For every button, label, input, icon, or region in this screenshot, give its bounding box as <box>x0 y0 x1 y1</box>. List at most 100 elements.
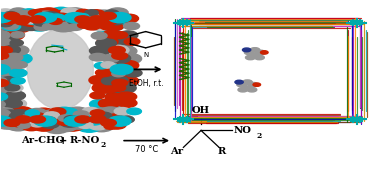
Circle shape <box>30 120 45 127</box>
Text: 2: 2 <box>257 131 262 140</box>
Circle shape <box>109 53 131 63</box>
Circle shape <box>16 115 33 123</box>
Circle shape <box>245 55 255 60</box>
Circle shape <box>2 22 21 31</box>
Circle shape <box>51 21 76 32</box>
Circle shape <box>82 13 99 21</box>
Circle shape <box>73 16 92 25</box>
Circle shape <box>112 15 132 24</box>
Circle shape <box>7 19 29 29</box>
Circle shape <box>21 16 39 24</box>
Circle shape <box>4 12 20 19</box>
Text: R-NO: R-NO <box>69 136 99 145</box>
Circle shape <box>81 117 103 128</box>
Circle shape <box>96 108 120 118</box>
Circle shape <box>125 69 142 77</box>
Circle shape <box>26 16 45 25</box>
Circle shape <box>113 83 136 93</box>
Circle shape <box>247 88 257 92</box>
Circle shape <box>256 50 265 55</box>
Circle shape <box>103 30 120 38</box>
Circle shape <box>101 119 116 126</box>
Circle shape <box>242 86 252 90</box>
Circle shape <box>89 116 105 123</box>
Circle shape <box>15 19 29 25</box>
Circle shape <box>59 108 78 117</box>
Circle shape <box>105 93 122 101</box>
Circle shape <box>9 69 27 77</box>
Circle shape <box>250 48 260 52</box>
Circle shape <box>93 10 115 20</box>
Circle shape <box>49 108 66 115</box>
Circle shape <box>82 107 100 115</box>
Circle shape <box>90 46 110 55</box>
Circle shape <box>97 37 118 46</box>
Circle shape <box>107 60 132 71</box>
Circle shape <box>0 110 10 117</box>
Circle shape <box>235 80 243 84</box>
Circle shape <box>108 116 131 126</box>
Circle shape <box>64 12 87 23</box>
Circle shape <box>77 121 102 132</box>
Circle shape <box>36 11 56 20</box>
Circle shape <box>113 77 128 83</box>
Circle shape <box>0 112 23 122</box>
Circle shape <box>10 40 23 46</box>
Circle shape <box>244 50 254 55</box>
Circle shape <box>45 112 65 122</box>
Circle shape <box>108 46 125 54</box>
Circle shape <box>90 99 111 109</box>
Circle shape <box>95 22 120 33</box>
Circle shape <box>260 51 268 54</box>
Circle shape <box>96 38 116 48</box>
Circle shape <box>0 38 11 45</box>
Circle shape <box>5 84 20 91</box>
Circle shape <box>34 19 50 26</box>
Circle shape <box>0 84 13 95</box>
Circle shape <box>103 18 116 24</box>
Circle shape <box>21 21 41 30</box>
Circle shape <box>5 15 28 26</box>
Circle shape <box>31 9 54 19</box>
Circle shape <box>104 123 117 129</box>
Circle shape <box>64 116 78 122</box>
Circle shape <box>81 110 102 120</box>
Circle shape <box>64 116 87 126</box>
Circle shape <box>94 63 108 69</box>
Circle shape <box>98 115 121 125</box>
Circle shape <box>0 112 15 123</box>
Text: NO: NO <box>234 126 251 135</box>
Circle shape <box>0 60 9 71</box>
Circle shape <box>0 64 10 75</box>
Circle shape <box>85 11 106 21</box>
Circle shape <box>44 112 59 119</box>
Text: Ar-CHO: Ar-CHO <box>22 136 65 145</box>
Circle shape <box>2 120 24 130</box>
Circle shape <box>9 113 23 119</box>
Circle shape <box>0 45 20 54</box>
Circle shape <box>0 114 12 123</box>
Circle shape <box>42 110 61 118</box>
Circle shape <box>0 46 12 55</box>
Circle shape <box>60 119 79 127</box>
Circle shape <box>96 118 119 129</box>
Circle shape <box>60 120 84 131</box>
Circle shape <box>118 31 138 40</box>
Circle shape <box>0 20 12 29</box>
Circle shape <box>49 11 69 19</box>
Circle shape <box>84 23 100 30</box>
Circle shape <box>114 108 130 115</box>
Circle shape <box>0 114 1 124</box>
Circle shape <box>90 23 108 31</box>
Circle shape <box>73 113 90 121</box>
Circle shape <box>66 107 89 117</box>
Circle shape <box>2 99 22 108</box>
Circle shape <box>34 23 50 31</box>
Text: Ar: Ar <box>170 147 183 156</box>
Circle shape <box>118 54 142 64</box>
Circle shape <box>89 75 110 85</box>
Text: R: R <box>218 147 226 156</box>
Circle shape <box>109 18 124 25</box>
Circle shape <box>0 108 14 116</box>
Circle shape <box>111 85 125 91</box>
